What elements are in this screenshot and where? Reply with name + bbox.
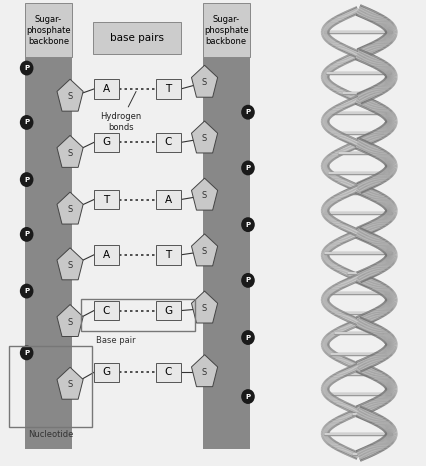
Text: P: P	[245, 277, 250, 283]
Text: S: S	[201, 304, 207, 313]
Polygon shape	[57, 367, 83, 399]
Text: S: S	[67, 380, 72, 390]
Circle shape	[241, 389, 254, 404]
Bar	[155, 363, 180, 382]
Bar	[155, 245, 180, 265]
Bar	[94, 133, 118, 152]
Text: Sugar-
phosphate
backbone: Sugar- phosphate backbone	[204, 15, 248, 46]
Text: S: S	[67, 92, 72, 102]
Text: C: C	[164, 137, 172, 147]
Text: Sugar-
phosphate
backbone: Sugar- phosphate backbone	[26, 15, 71, 46]
Text: P: P	[245, 394, 250, 399]
Bar	[155, 301, 180, 320]
Bar	[93, 22, 180, 54]
Polygon shape	[57, 136, 83, 167]
Bar	[94, 363, 118, 382]
Circle shape	[241, 330, 254, 345]
Bar	[94, 245, 118, 265]
Text: P: P	[24, 65, 29, 71]
Text: A: A	[102, 250, 109, 260]
Polygon shape	[57, 305, 83, 336]
Circle shape	[20, 172, 33, 187]
Text: S: S	[201, 192, 207, 200]
Circle shape	[20, 61, 33, 75]
Text: P: P	[24, 119, 29, 125]
Bar	[155, 79, 180, 99]
Text: Hydrogen
bonds: Hydrogen bonds	[100, 91, 141, 131]
Text: S: S	[201, 247, 207, 256]
Bar	[94, 301, 118, 320]
Circle shape	[20, 115, 33, 130]
Text: S: S	[201, 368, 207, 377]
Text: Base pair: Base pair	[95, 336, 135, 345]
Text: S: S	[67, 205, 72, 214]
Text: A: A	[164, 194, 172, 205]
Text: T: T	[165, 84, 171, 94]
Text: C: C	[102, 306, 109, 315]
Polygon shape	[191, 178, 217, 210]
Polygon shape	[57, 79, 83, 111]
Text: A: A	[102, 84, 109, 94]
Bar	[155, 133, 180, 152]
Polygon shape	[191, 121, 217, 153]
Circle shape	[20, 227, 33, 242]
Circle shape	[241, 105, 254, 120]
Text: P: P	[24, 177, 29, 183]
Text: P: P	[245, 109, 250, 115]
Circle shape	[241, 160, 254, 175]
Polygon shape	[191, 65, 217, 97]
Bar	[202, 57, 249, 449]
Text: C: C	[164, 367, 172, 377]
Text: G: G	[102, 367, 110, 377]
Bar	[155, 190, 180, 209]
Bar	[81, 299, 194, 331]
Bar	[25, 2, 72, 57]
Circle shape	[20, 284, 33, 299]
Text: S: S	[67, 149, 72, 158]
Bar	[9, 346, 92, 427]
Bar	[94, 79, 118, 99]
Bar	[94, 190, 118, 209]
Text: P: P	[245, 335, 250, 341]
Polygon shape	[57, 248, 83, 280]
Text: P: P	[24, 350, 29, 356]
Text: Nucleotide: Nucleotide	[28, 430, 73, 439]
Text: P: P	[24, 232, 29, 237]
Text: P: P	[245, 165, 250, 171]
Text: T: T	[165, 250, 171, 260]
Text: base pairs: base pairs	[110, 33, 164, 43]
Circle shape	[20, 345, 33, 360]
Text: S: S	[67, 261, 72, 270]
Text: S: S	[201, 78, 207, 88]
Polygon shape	[191, 291, 217, 323]
Circle shape	[241, 273, 254, 288]
Text: S: S	[67, 318, 72, 327]
Text: P: P	[24, 288, 29, 294]
Text: S: S	[201, 134, 207, 143]
Text: G: G	[164, 306, 172, 315]
Bar	[25, 57, 72, 449]
Text: G: G	[102, 137, 110, 147]
Polygon shape	[57, 192, 83, 224]
Polygon shape	[191, 234, 217, 266]
Text: P: P	[245, 222, 250, 227]
Polygon shape	[191, 355, 217, 387]
Bar	[202, 2, 249, 57]
Text: T: T	[103, 194, 109, 205]
Circle shape	[241, 217, 254, 232]
